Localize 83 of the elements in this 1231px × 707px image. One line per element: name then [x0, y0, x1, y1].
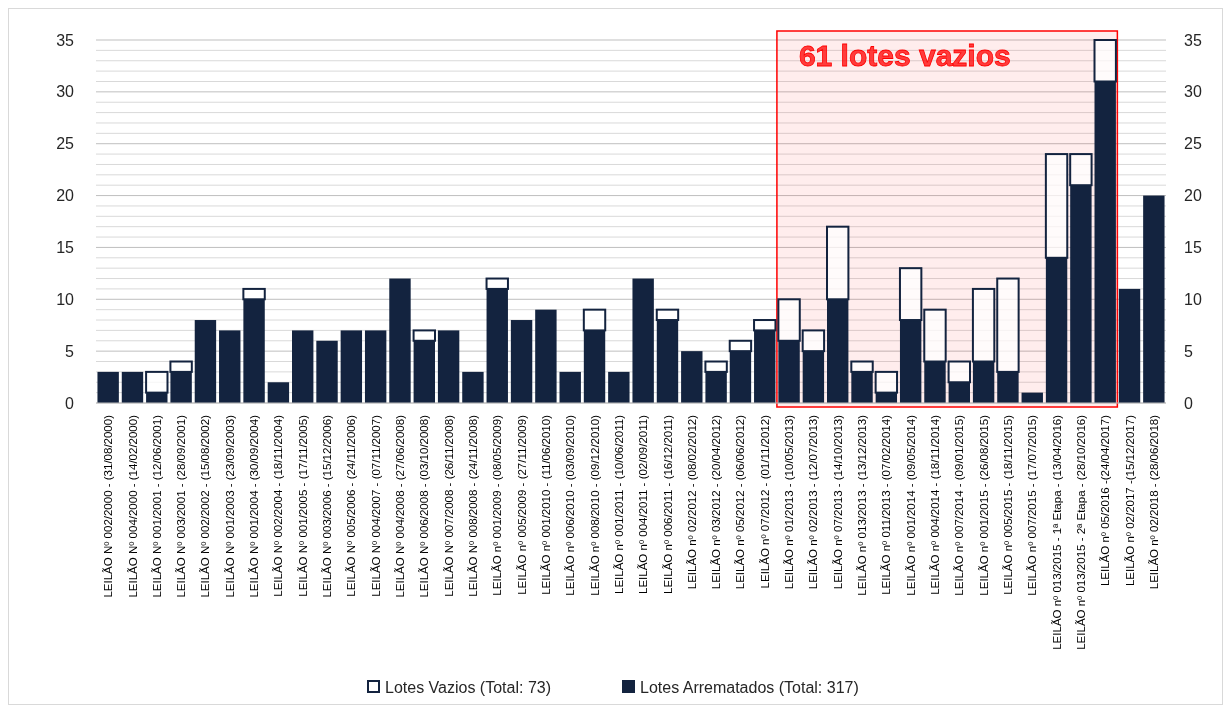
x-tick-label: LEILÃO Nº 001/2003 - (23/09/2003)	[223, 414, 236, 598]
x-tick-label: LEILÃO nº 006/2010 - (03/09/2010)	[564, 414, 577, 596]
bar	[340, 330, 363, 403]
x-tick-label: LEILÃO nº 007/2015 - (17/07/2015)	[1026, 414, 1039, 596]
x-tick-label: LEILÃO nº 011/2013 - (07/02/2014)	[880, 414, 893, 595]
y-tick-label: 15	[56, 239, 75, 257]
y-tick-label: 25	[56, 135, 75, 153]
bar	[535, 309, 557, 403]
x-tick-label: LEILÃO nº 03/2012 - (20/04/2012)	[710, 414, 723, 590]
bar	[1143, 195, 1165, 403]
y2-tick-label: 15	[1184, 239, 1202, 257]
x-tick-label: LEILÃO Nº 001/2001 - (12/06/2001)	[150, 414, 163, 598]
x-tick-label: LEILÃO nº 007/2014 - (09/01/2015)	[953, 414, 966, 596]
y2-tick-label: 30	[1184, 83, 1202, 101]
y2-tick-label: 35	[1184, 31, 1202, 49]
y2-tick-label: 5	[1184, 342, 1193, 360]
x-tick-label: LEILÃO nº 004/2014 - (18/11/2014)	[929, 414, 941, 595]
x-tick-label: LEILÃO nº 001/2014 - (09/05/2014)	[904, 414, 917, 596]
x-tick-label: LEILÃO nº 001/2010 - (11/06/2010)	[539, 414, 552, 595]
bar	[681, 351, 703, 403]
bar	[194, 320, 217, 403]
x-tick-label: LEILÃO Nº 008/2008 - (24/11/2008)	[466, 414, 479, 597]
y2-tick-label: 20	[1184, 187, 1202, 205]
y2-tick-label: 0	[1184, 394, 1193, 412]
x-tick-label: LEILÃO nº 005/2015 - (18/11/2015)	[1001, 414, 1014, 595]
x-tick-label: LEILÃO nº 006/2011 - (16/12/2011)	[661, 414, 674, 594]
x-tick-label: LEILÃO Nº 001/2004 - (30/09/2004)	[248, 414, 261, 598]
x-tick-label: LEILÃO nº 001/2009 - (08/05/2009)	[491, 414, 504, 596]
bar	[1118, 288, 1141, 403]
x-tick-label: LEILÃO Nº 005/2006 - (24/11/2006)	[345, 414, 358, 597]
x-tick-label: LEILÃO Nº 002/2004 - (18/11/2004)	[272, 414, 285, 597]
y-tick-label: 10	[56, 290, 75, 308]
bar	[267, 382, 290, 403]
x-tick-label: LEILÃO nº 02/2018 - (28/06/2018)	[1147, 414, 1160, 590]
x-tick-label: LEILÃO nº 05/2016 -(24/04/2017)	[1099, 414, 1112, 587]
y-tick-label: 5	[65, 342, 75, 360]
x-tick-label: LEILÃO nº 013/2013 - (13/12/2013)	[856, 414, 869, 596]
x-tick-label: LEILÃO nº 004/2011 - (02/09/2011)	[637, 414, 650, 594]
bar	[219, 330, 241, 403]
y-tick-label: 30	[56, 83, 75, 101]
x-tick-label: LEILÃO Nº 002/2000 - (31/08/2000)	[102, 414, 115, 598]
x-tick-label: LEILÃO nº 001/2015 - (26/08/2015)	[977, 414, 990, 596]
legend-label: Lotes Arrematados (Total: 317)	[640, 678, 859, 696]
y-tick-label: 20	[56, 187, 75, 205]
x-tick-label: LEILÃO nº 01/2013 - (10/05/2013)	[783, 414, 796, 590]
bar	[316, 340, 338, 403]
y-tick-label: 0	[65, 394, 75, 412]
bar	[97, 371, 119, 403]
legend-label: Lotes Vazios (Total: 73)	[385, 678, 552, 696]
y-tick-label: 35	[56, 31, 75, 49]
bar	[462, 371, 484, 403]
x-tick-label: LEILÃO nº 02/2012 - (08/02/2012)	[685, 414, 698, 590]
bar	[389, 278, 411, 403]
x-tick-label: LEILÃO Nº 004/2007 - (07/11/2007)	[369, 414, 382, 597]
bar	[559, 371, 581, 403]
x-tick-label: LEILÃO nº 07/2013 - (14/10/2013)	[831, 414, 844, 590]
x-tick-label: LEILÃO nº 013/2015 - 2ª Etapa - (28/10/2016)	[1074, 414, 1087, 650]
x-tick-label: LEILÃO Nº 004/2000 - (14/02/2000)	[126, 414, 139, 598]
x-tick-label: LEILÃO Nº 006/2008 - (03/10/2008)	[418, 414, 431, 598]
bar	[364, 330, 387, 403]
x-tick-label: LEILÃO nº 013/2015 - 1ª Etapa - (13/04/2016)	[1050, 414, 1063, 650]
bar	[608, 371, 630, 403]
x-tick-label: LEILÃO Nº 003/2006 - (15/12/2006)	[321, 414, 334, 598]
bar	[121, 371, 144, 403]
x-tick-label: LEILÃO nº 05/2012 - (06/06/2012)	[734, 414, 747, 590]
x-tick-label: LEILÃO nº 008/2010 - (09/12/2010)	[588, 414, 601, 596]
x-tick-label: LEILÃO Nº 001/2005 - (17/11/2005)	[296, 414, 309, 597]
x-tick-label: LEILÃO Nº 004/2008 - (27/06/2008)	[394, 414, 406, 598]
bar	[437, 330, 460, 403]
x-tick-label: LEILÃO nº 07/2012 - (01/11/2012)	[758, 414, 771, 589]
x-tick-label: LEILÃO Nº 003/2001 - (28/09/2001)	[175, 414, 188, 598]
x-tick-label: LEILÃO nº 005/2009 - (27/11/2009)	[515, 414, 528, 595]
x-tick-label: LEILÃO nº 001/2011 - (10/06/2011)	[612, 414, 625, 594]
y2-tick-label: 25	[1184, 135, 1202, 153]
x-tick-label: LEILÃO Nº 007/2008 - (26/11/2008)	[442, 414, 455, 597]
x-tick-label: LEILÃO nº 02/2017 -(15/12/2017)	[1123, 414, 1136, 587]
x-tick-label: LEILÃO Nº 002/2002 - (15/08/2002)	[199, 414, 212, 598]
band-label: 61 lotes vazios	[798, 39, 1011, 72]
bar	[510, 320, 533, 403]
bar	[632, 278, 654, 403]
bar	[292, 330, 314, 403]
x-tick-label: LEILÃO nº 02/2013 - (12/07/2013)	[807, 414, 820, 590]
y2-tick-label: 10	[1184, 290, 1202, 308]
